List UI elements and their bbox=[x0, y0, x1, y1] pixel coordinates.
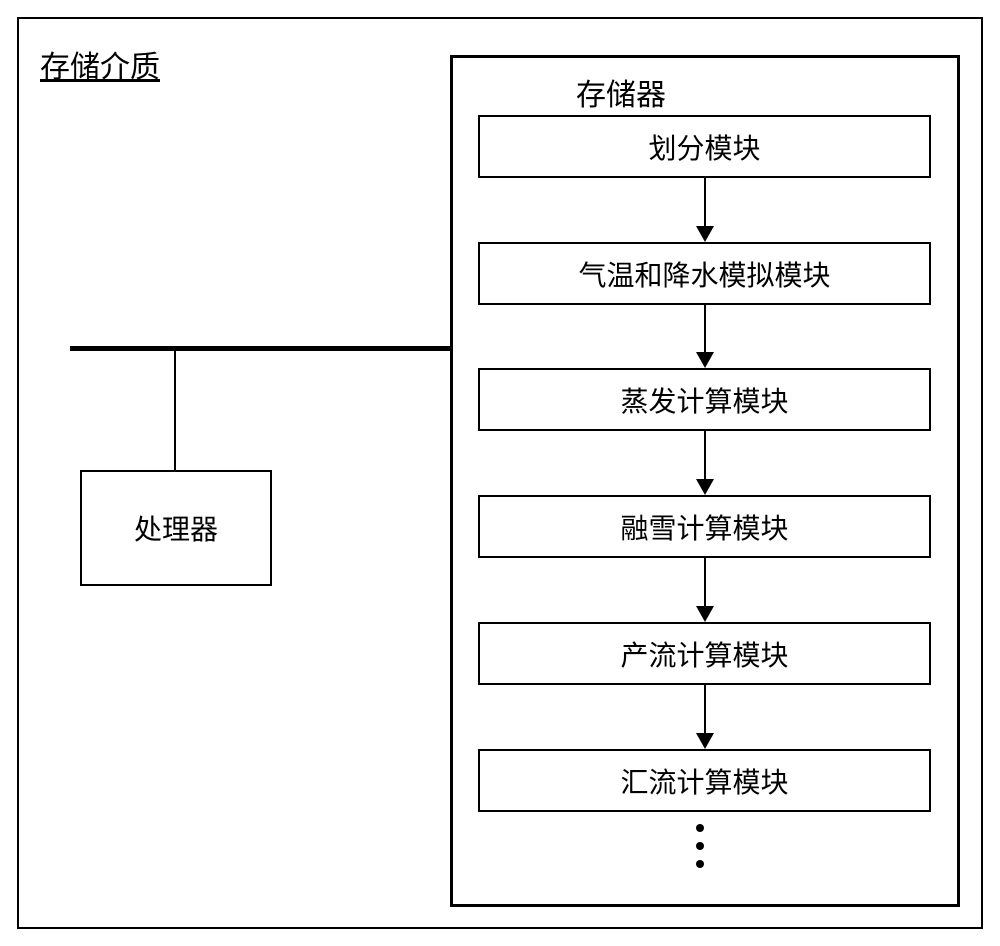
module-box-2: 蒸发计算模块 bbox=[478, 368, 931, 431]
diagram-canvas: 存储介质存储器划分模块气温和降水模拟模块蒸发计算模块融雪计算模块产流计算模块汇流… bbox=[0, 0, 1000, 946]
module-box-5: 汇流计算模块 bbox=[478, 749, 931, 812]
module-box-1-label: 气温和降水模拟模块 bbox=[578, 254, 830, 294]
bus-vertical bbox=[174, 350, 176, 470]
module-box-3-label: 融雪计算模块 bbox=[620, 507, 788, 547]
module-box-4: 产流计算模块 bbox=[478, 622, 931, 685]
module-box-1: 气温和降水模拟模块 bbox=[478, 242, 931, 305]
module-box-0: 划分模块 bbox=[478, 115, 931, 178]
arrow-1 bbox=[687, 305, 723, 368]
module-box-0-label: 划分模块 bbox=[648, 127, 760, 167]
module-box-4-label: 产流计算模块 bbox=[620, 634, 788, 674]
module-box-3: 融雪计算模块 bbox=[478, 495, 931, 558]
ellipsis-dot bbox=[696, 842, 704, 850]
processor-box: 处理器 bbox=[80, 470, 272, 586]
module-box-2-label: 蒸发计算模块 bbox=[620, 380, 788, 420]
arrow-0 bbox=[687, 178, 723, 242]
processor-box-label: 处理器 bbox=[134, 508, 218, 548]
arrow-4 bbox=[687, 685, 723, 749]
ellipsis-dot bbox=[696, 860, 704, 868]
arrow-3 bbox=[687, 558, 723, 622]
storage-medium-title: 存储介质 bbox=[40, 42, 160, 86]
bus-horizontal bbox=[70, 346, 450, 351]
ellipsis-dot bbox=[696, 824, 704, 832]
arrow-2 bbox=[687, 431, 723, 495]
module-box-5-label: 汇流计算模块 bbox=[620, 761, 788, 801]
memory-label: 存储器 bbox=[576, 70, 666, 114]
